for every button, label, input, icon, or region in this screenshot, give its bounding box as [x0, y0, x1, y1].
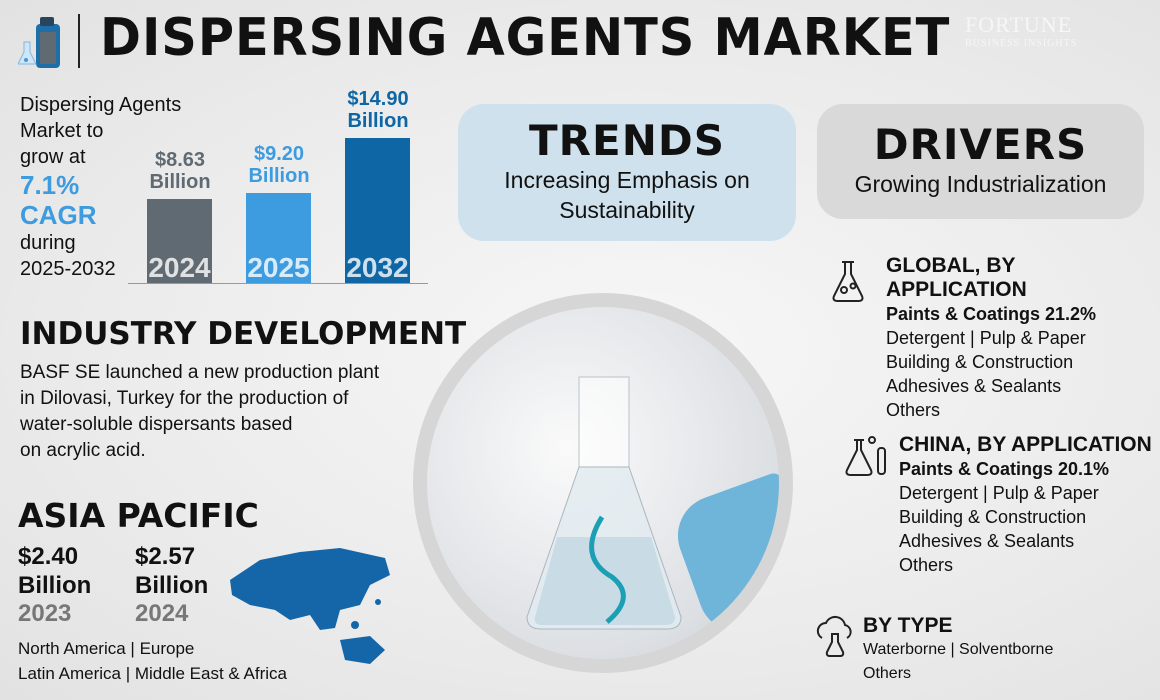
bar-value-label: $14.90 Billion — [347, 88, 409, 132]
industry-text: BASF SE launched a new production plant i… — [20, 362, 380, 461]
trends-box: TRENDS Increasing Emphasis on Sustainabil… — [458, 104, 796, 241]
other-regions: North America | Europe Latin America | Mi… — [18, 639, 287, 683]
chart-baseline — [128, 283, 428, 284]
page-title: DISPERSING AGENTS MARKET — [100, 8, 951, 68]
bar-year-label: 2025 — [247, 251, 310, 283]
drivers-title: DRIVERS — [873, 120, 1088, 169]
lab-flask-tube-icon — [845, 436, 886, 476]
drivers-box: DRIVERS Growing Industrialization — [817, 104, 1144, 219]
bar-value-label: $8.63 Billion — [149, 149, 211, 194]
bar-value-label: $9.20 Billion — [248, 143, 310, 188]
title-divider — [78, 14, 80, 68]
lab-flask-photo — [413, 293, 793, 673]
trends-title: TRENDS — [529, 116, 725, 165]
flask-molecule-icon — [832, 261, 864, 302]
asia-map-icon — [230, 548, 390, 664]
global-by-application: GLOBAL, BY APPLICATION Paints & Coatings … — [886, 254, 1097, 420]
bottle-flask-icon — [18, 17, 60, 68]
china-by-application: CHINA, BY APPLICATION Paints & Coatings 2… — [899, 433, 1152, 575]
asia-2024: $2.57 Billion 2024 — [135, 543, 209, 627]
bar-2024: 2024 — [147, 199, 212, 283]
by-type: BY TYPE Waterborne | Solventborne Others — [863, 614, 1054, 682]
bar-2025: 2025 — [246, 193, 311, 283]
asia-pacific-title: ASIA PACIFIC — [18, 496, 259, 535]
bar-year-label: 2024 — [148, 251, 211, 283]
cloud-flask-icon — [816, 615, 852, 657]
industry-title: INDUSTRY DEVELOPMENT — [20, 316, 467, 352]
cagr-statement: Dispersing Agents Market to grow at 7.1% C… — [20, 94, 182, 280]
asia-2023: $2.40 Billion 2023 — [18, 543, 92, 627]
bar-year-label: 2032 — [346, 252, 409, 283]
cagr-label: CAGR — [20, 200, 97, 230]
cagr-value: 7.1% — [20, 170, 80, 200]
bar-2032: 2032 — [345, 138, 410, 283]
fortune-logo: FORTUNE BUSINESS INSIGHTS — [965, 12, 1078, 49]
